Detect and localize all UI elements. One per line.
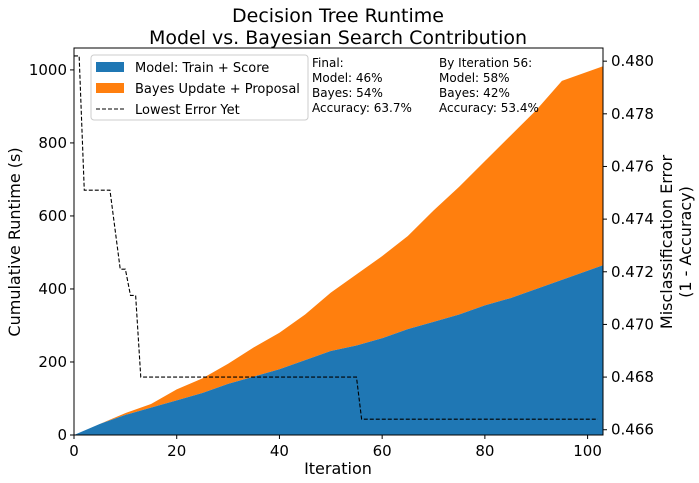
annotation-iter56-line: By Iteration 56: [439,56,532,70]
annotations: Final:Model: 46%Bayes: 54%Accuracy: 63.7… [312,56,539,115]
plot-frame [73,47,604,436]
annotation-iter56-line: Accuracy: 53.4% [439,101,539,115]
y2-axis-label-line2: (1 - Accuracy) [676,186,695,298]
y-tick-label: 400 [38,280,67,298]
annotation-iter56-line: Bayes: 42% [439,86,510,100]
y-tick-label: 1000 [29,61,67,79]
chart-title-line2: Model vs. Bayesian Search Contribution [149,27,527,49]
legend: Model: Train + Score Bayes Update + Propo… [90,54,309,121]
annotation-final-line: Model: 46% [312,71,383,85]
plot-area [74,55,603,436]
y-tick-label: 600 [38,207,67,225]
chart-title-line1: Decision Tree Runtime [232,5,444,27]
y2-tick-label: 0.474 [611,210,654,228]
y-tick-label: 800 [38,134,67,152]
legend-swatch [96,83,124,93]
x-tick-label: 40 [270,442,289,460]
bayes-area [74,66,603,436]
y2-tick-label: 0.468 [611,368,654,386]
annotation-final-line: Bayes: 54% [312,86,383,100]
y2-tick-label: 0.466 [611,421,654,439]
annotation-final-line: Accuracy: 63.7% [312,101,412,115]
axes: 0 20 40 60 80 100020040060080010000.4660.4680… [29,47,654,460]
lowest-error-line [74,55,598,420]
legend-label: Model: Train + Score [135,61,269,76]
y2-tick-label: 0.470 [611,315,654,333]
legend-box [90,54,309,121]
legend-swatch [96,62,124,72]
annotation-iter56-line: Model: 58% [439,71,510,85]
model-area [74,265,603,435]
x-tick-label: 80 [475,442,494,460]
y2-tick-label: 0.478 [611,105,654,123]
y-axis-label: Cumulative Runtime (s) [5,147,24,336]
x-tick-label: 0 [69,442,79,460]
y2-tick-label: 0.480 [611,52,654,70]
y2-axis-label-line1: Misclassification Error [657,155,676,330]
legend-label: Bayes Update + Proposal [135,82,300,97]
x-tick-label: 60 [373,442,392,460]
y2-tick-label: 0.476 [611,157,654,175]
y-tick-label: 0 [57,426,67,444]
x-tick-label: 20 [167,442,186,460]
legend-label: Lowest Error Yet [135,103,240,118]
annotation-final-line: Final: [312,56,344,70]
y-tick-label: 200 [38,353,67,371]
x-tick-label: 100 [573,442,602,460]
x-axis-label: Iteration [304,459,372,478]
y2-tick-label: 0.472 [611,263,654,281]
